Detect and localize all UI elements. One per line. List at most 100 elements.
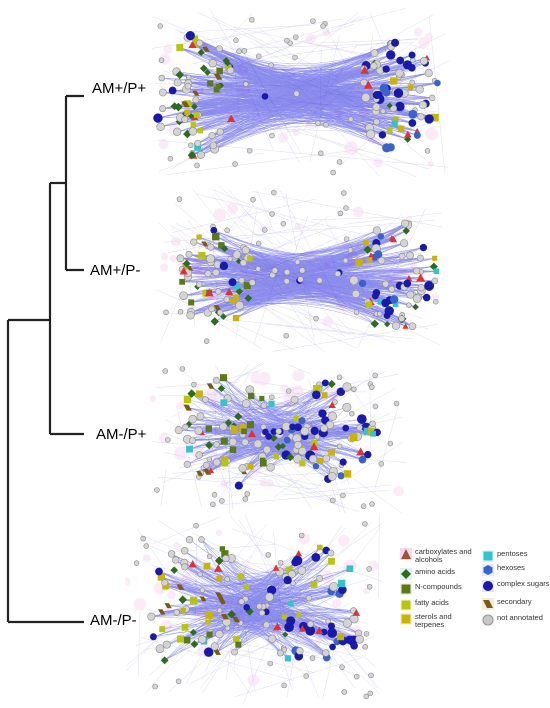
network-node: [203, 338, 210, 344]
network-node: [372, 103, 381, 111]
legend-label: not annotated: [497, 613, 543, 622]
network-node: [170, 566, 179, 574]
network-node: [269, 434, 278, 442]
network-node: [216, 575, 223, 582]
network-node: [234, 412, 243, 421]
network-node: [188, 142, 194, 149]
network-node: [192, 90, 200, 96]
network-node: [196, 412, 205, 421]
network-node: [158, 74, 166, 82]
network-node: [316, 574, 323, 582]
network-node: [314, 433, 320, 440]
network-node: [192, 42, 199, 49]
network-node: [386, 143, 395, 152]
network-node: [210, 642, 219, 651]
network-node: [256, 603, 263, 610]
network-node: [213, 564, 223, 572]
network-node: [386, 102, 393, 109]
network-node: [175, 70, 184, 80]
network-node: [419, 56, 428, 65]
network-node: [231, 648, 238, 656]
network-node: [182, 423, 189, 431]
network-node: [244, 294, 253, 303]
network-node: [212, 376, 220, 384]
network-node: [227, 256, 233, 262]
network-node: [317, 457, 324, 465]
network-node: [355, 258, 363, 267]
network-node: [329, 582, 339, 592]
network-am-minus-p-minus: [125, 515, 383, 705]
network-node: [194, 426, 203, 435]
network-node: [398, 315, 405, 322]
network-node: [274, 443, 283, 451]
network-node: [261, 93, 269, 100]
network-node: [153, 113, 163, 123]
network-node: [227, 609, 237, 619]
network-node: [133, 560, 140, 566]
network-node: [337, 579, 346, 588]
network-node: [330, 169, 336, 176]
network-node: [352, 609, 361, 616]
network-node: [424, 69, 433, 78]
network-node: [398, 252, 406, 260]
network-node: [369, 501, 375, 507]
network-node: [341, 689, 348, 695]
network-node: [180, 607, 186, 614]
network-node: [224, 60, 231, 67]
network-node: [235, 287, 244, 296]
network-node: [189, 437, 196, 444]
network-node: [258, 609, 266, 617]
network-node: [155, 567, 163, 576]
network-node: [363, 80, 373, 89]
network-node: [159, 626, 166, 633]
network-node: [280, 220, 287, 227]
network-node: [238, 277, 245, 284]
network-node: [260, 402, 268, 409]
network-node: [196, 39, 204, 47]
network-node: [388, 285, 396, 293]
network-node: [222, 554, 230, 563]
network-node: [186, 445, 193, 453]
network-node: [412, 303, 419, 311]
network-node: [248, 279, 256, 286]
diamond-icon: [400, 568, 412, 580]
network-node: [206, 456, 213, 463]
network-node: [198, 635, 207, 644]
network-node: [219, 546, 226, 552]
network-node: [216, 128, 224, 136]
network-node: [205, 611, 213, 619]
network-node: [311, 552, 321, 562]
network-node: [264, 592, 274, 602]
network-node: [177, 309, 184, 315]
legend-item-secondary: secondary: [482, 598, 550, 610]
network-node: [390, 295, 399, 304]
network-node: [384, 321, 391, 328]
network-node: [199, 596, 207, 602]
network-node: [268, 62, 274, 68]
network-node: [372, 372, 378, 379]
legend-label: carboxylates and alcohols: [415, 547, 472, 564]
square-icon: [400, 599, 412, 611]
network-node: [219, 498, 225, 504]
network-node: [269, 394, 275, 401]
dendrogram: [6, 94, 84, 624]
network-node: [183, 636, 191, 644]
network-node: [208, 305, 216, 313]
network-node: [386, 50, 396, 60]
network-node: [185, 536, 194, 544]
network-node: [378, 131, 387, 139]
network-node: [194, 144, 201, 151]
network-node: [293, 441, 303, 450]
network-node: [350, 642, 358, 650]
network-node: [220, 399, 228, 407]
network-node: [293, 34, 299, 40]
network-node: [305, 594, 313, 602]
network-node: [269, 211, 275, 217]
network-am-minus-p-plus: [150, 362, 406, 514]
network-node: [187, 389, 197, 398]
network-node: [399, 239, 409, 248]
network-node: [188, 40, 197, 48]
network-node: [346, 565, 354, 573]
network-node: [176, 44, 184, 51]
network-node: [328, 401, 336, 408]
